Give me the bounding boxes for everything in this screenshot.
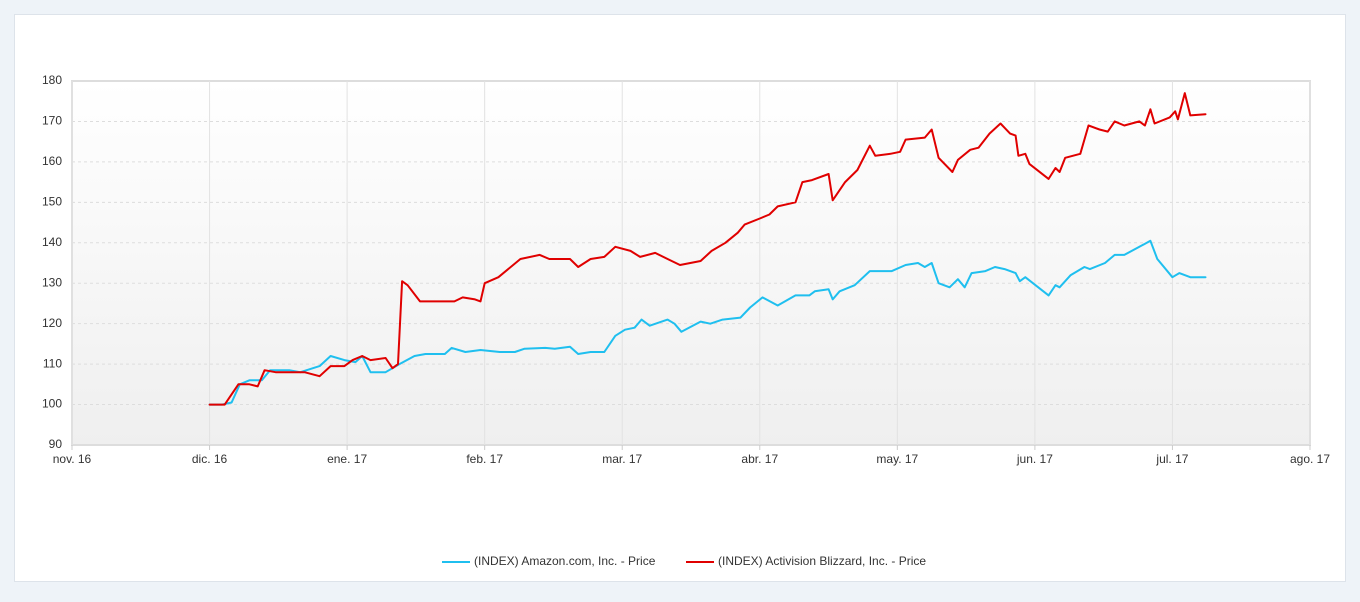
y-tick-label: 110 [43,356,62,370]
line [208,239,1207,406]
y-tick-label: 90 [49,437,63,451]
y-tick-label: 100 [42,397,62,411]
x-tick-label: may. 17 [876,452,918,466]
x-tick-label: ago. 17 [1290,452,1330,466]
x-tick-label: jul. 17 [1155,452,1188,466]
x-tick-label: feb. 17 [466,452,503,466]
x-tick-label: ene. 17 [327,452,367,466]
line [208,92,1207,406]
y-tick-label: 120 [42,316,62,330]
legend-label: (INDEX) Activision Blizzard, Inc. - Pric… [718,554,926,568]
legend-label: (INDEX) Amazon.com, Inc. - Price [474,554,656,568]
y-tick-label: 130 [42,275,62,289]
x-tick-label: jun. 17 [1016,452,1053,466]
x-tick-label: mar. 17 [602,452,642,466]
y-tick-label: 180 [42,73,62,87]
y-tick-label: 140 [42,235,62,249]
x-tick-label: dic. 16 [192,452,228,466]
y-tick-label: 170 [42,114,62,128]
y-tick-label: 160 [42,154,62,168]
x-tick-label: abr. 17 [741,452,778,466]
y-tick-label: 150 [42,195,62,209]
x-tick-label: nov. 16 [53,452,92,466]
